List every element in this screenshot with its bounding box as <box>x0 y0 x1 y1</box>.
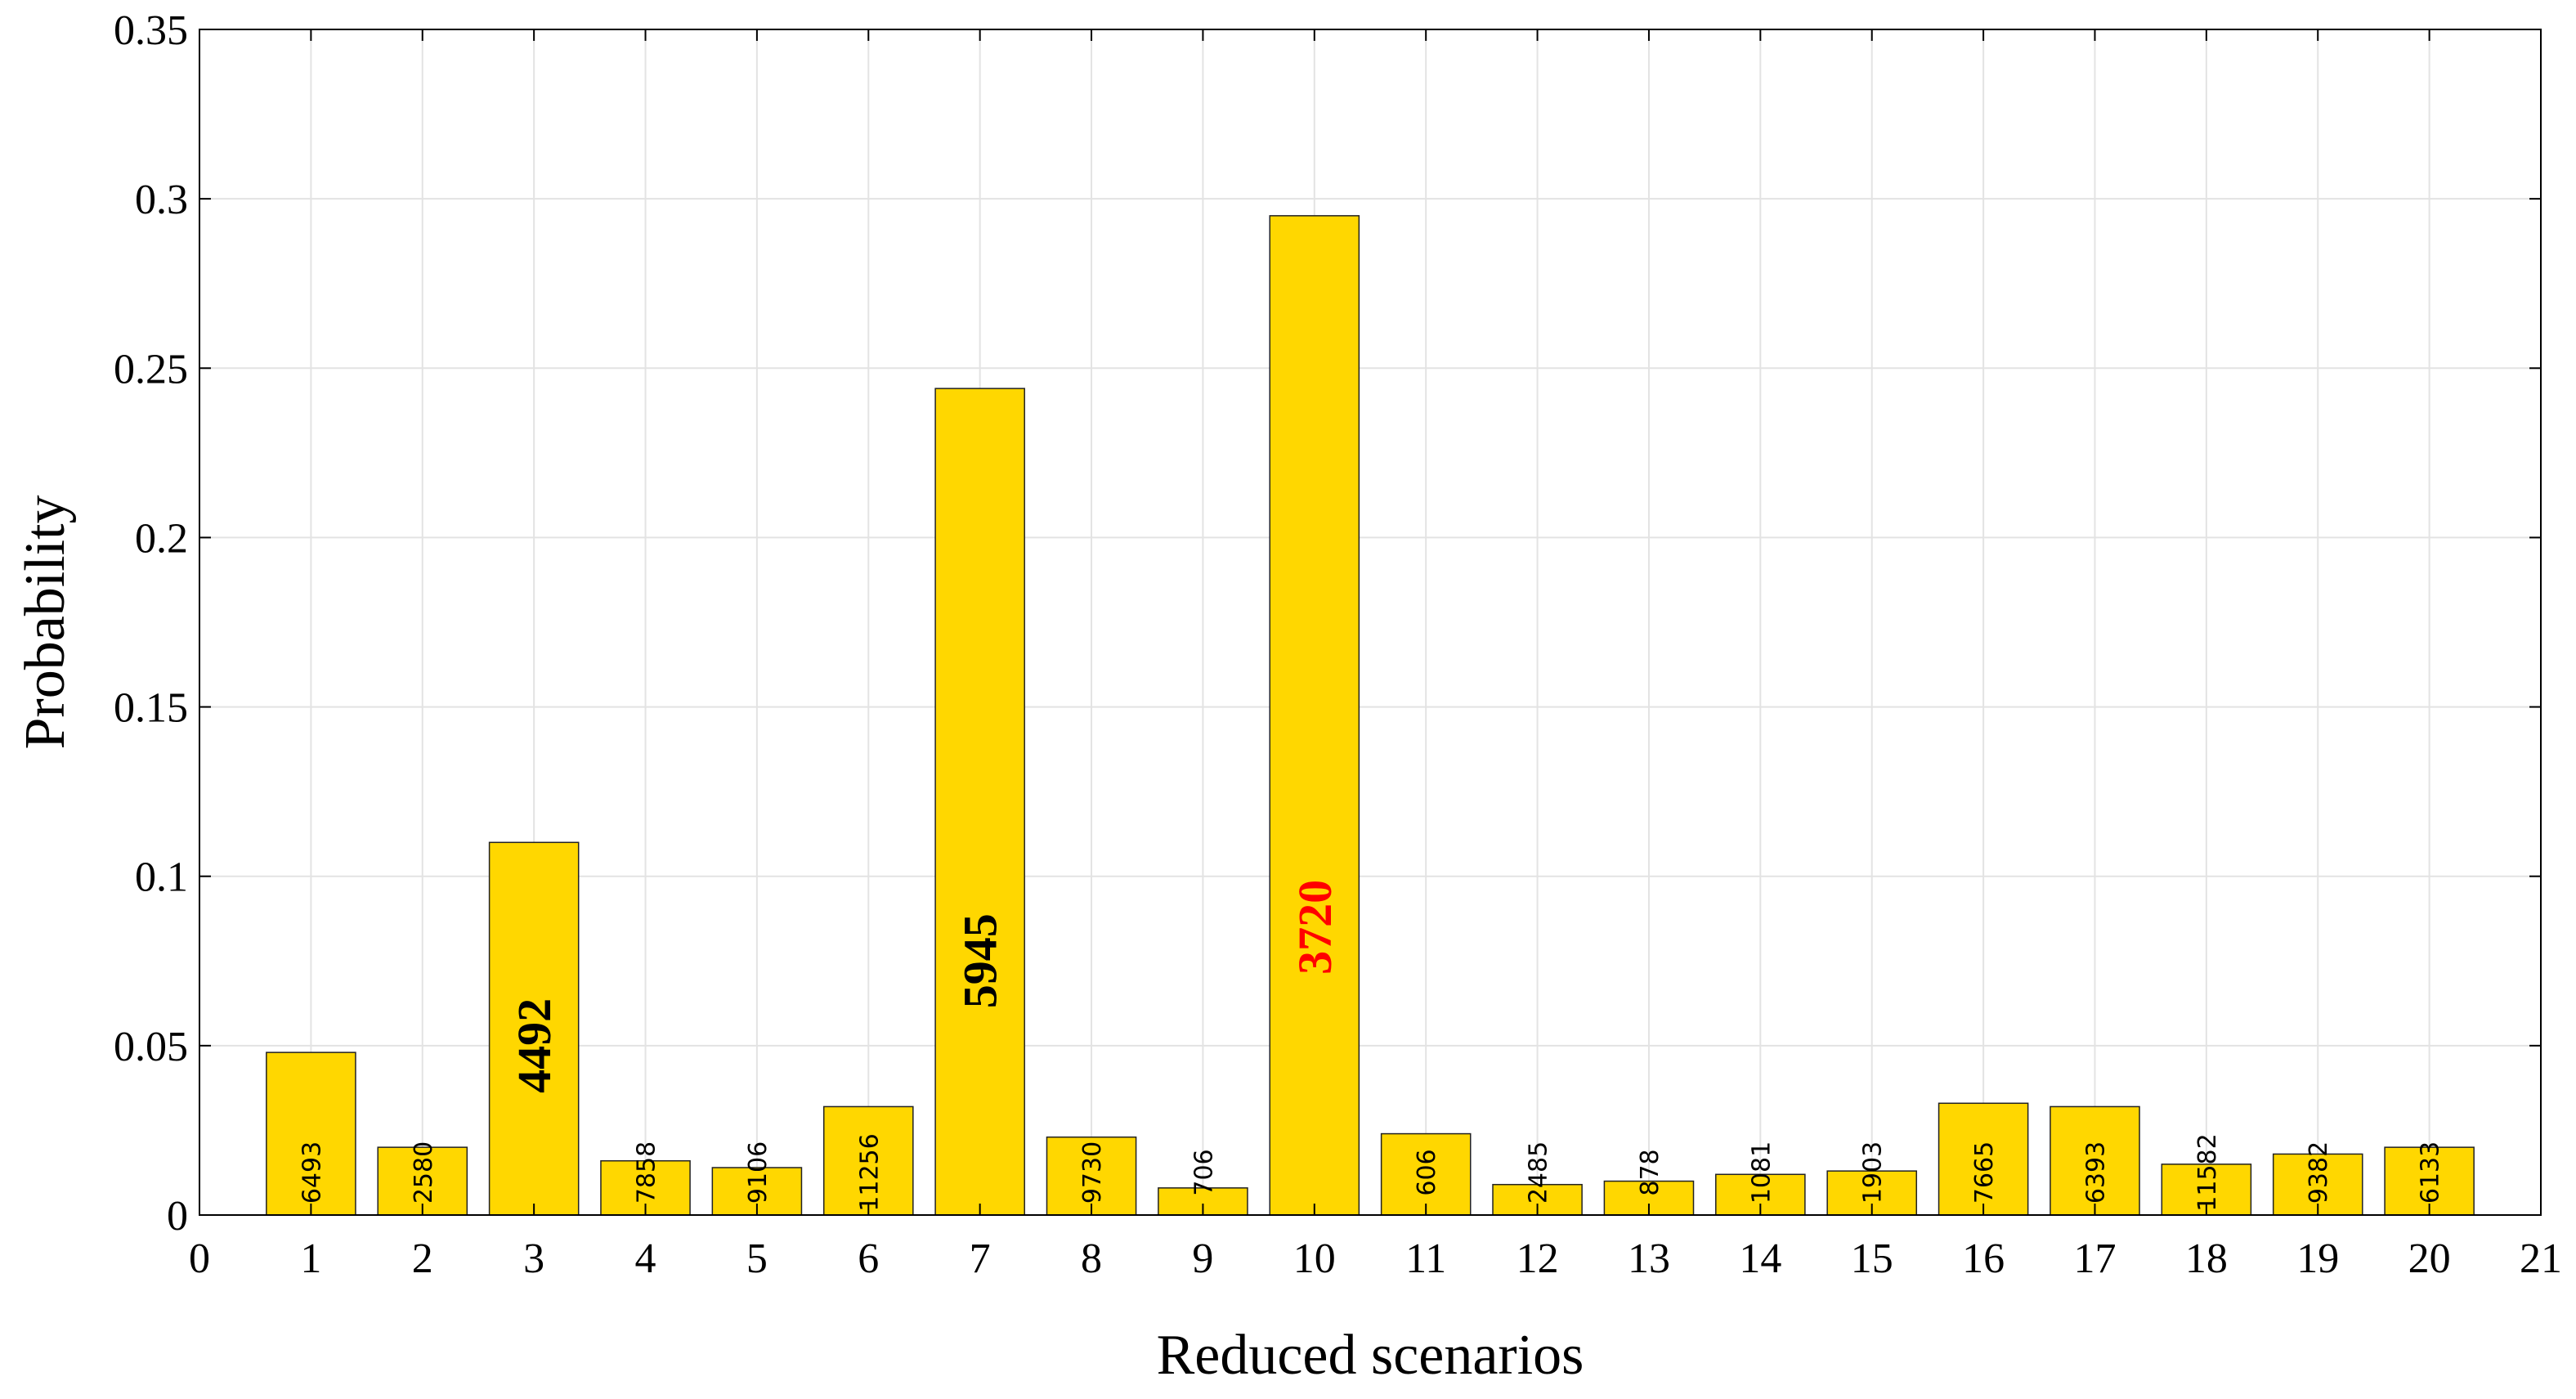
x-tick-label: 7 <box>970 1235 991 1282</box>
x-tick-label: 21 <box>2520 1235 2562 1282</box>
bar-scenario-17 <box>2050 1105 2140 1216</box>
y-tick-label: 0.1 <box>135 854 188 901</box>
bar-scenario-10 <box>1269 215 1360 1216</box>
bar-data-label: 1081 <box>1747 1141 1776 1204</box>
x-tick-label: 18 <box>2185 1235 2228 1282</box>
bar-data-label: 9106 <box>744 1141 773 1204</box>
bar-data-label: 606 <box>1413 1149 1441 1195</box>
x-tick-label: 5 <box>746 1235 768 1282</box>
bar-data-label: 6493 <box>298 1141 326 1204</box>
bar-data-label: 7858 <box>633 1141 661 1204</box>
x-tick-label: 4 <box>635 1235 656 1282</box>
bar-data-label: 2580 <box>410 1141 438 1204</box>
axes <box>199 29 2542 1216</box>
y-tick-label: 0.2 <box>135 515 188 562</box>
x-tick-label: 17 <box>2073 1235 2116 1282</box>
bar-data-label: 6133 <box>2417 1141 2445 1204</box>
bar-scenario-3 <box>488 841 580 1216</box>
bar-data-label: 11256 <box>855 1133 884 1211</box>
bar-data-label: 9382 <box>2305 1141 2333 1204</box>
y-tick-label: 0.35 <box>114 7 188 54</box>
bar-data-label: 5945 <box>954 913 1007 1008</box>
y-tick-label: 0 <box>167 1193 188 1240</box>
x-tick-label: 9 <box>1192 1235 1213 1282</box>
x-tick-label: 6 <box>858 1235 879 1282</box>
bars: 6493 2580 4492 7858 9106 11256 5945 9730 706 3720… <box>266 215 2475 1216</box>
x-tick-label: 2 <box>412 1235 433 1282</box>
bar-data-label: 2485 <box>1525 1141 1553 1204</box>
y-tick-label: 0.25 <box>114 346 188 392</box>
bar-data-label: 1903 <box>1859 1141 1888 1204</box>
bar-scenario-6 <box>822 1105 914 1216</box>
bar-data-label: 878 <box>1636 1149 1664 1195</box>
y-axis-title: Probability <box>14 495 77 749</box>
tick-labels: 0 1 2 3 4 5 6 7 8 9 10 11 12 13 14 15 16 17 18 19 20 2100.050… <box>114 7 2562 1282</box>
bar-scenario-7 <box>934 388 1025 1216</box>
bar-data-label: 11582 <box>2193 1133 2222 1211</box>
x-tick-label: 0 <box>189 1235 210 1282</box>
bar-data-label: 4492 <box>508 998 561 1093</box>
bar-data-label: 706 <box>1189 1149 1218 1195</box>
x-axis-title: Reduced scenarios <box>1157 1324 1584 1387</box>
bar-scenario-8 <box>1046 1136 1137 1216</box>
bar-data-label: 9730 <box>1078 1141 1107 1204</box>
y-tick-label: 0.3 <box>135 177 188 223</box>
bar-scenario-11 <box>1380 1132 1472 1216</box>
x-tick-label: 10 <box>1293 1235 1336 1282</box>
plot-frame <box>199 29 2542 1216</box>
x-tick-label: 15 <box>1851 1235 1893 1282</box>
plot-area <box>199 29 2541 1215</box>
x-tick-label: 14 <box>1739 1235 1781 1282</box>
grid <box>199 29 2542 1216</box>
y-tick-label: 0.05 <box>114 1024 188 1070</box>
y-tick-label: 0.15 <box>114 685 188 732</box>
x-tick-label: 11 <box>1405 1235 1446 1282</box>
bar-scenario-1 <box>266 1051 356 1216</box>
x-tick-label: 3 <box>523 1235 544 1282</box>
x-tick-label: 1 <box>300 1235 321 1282</box>
bar-data-label: 6393 <box>2081 1141 2110 1204</box>
x-tick-label: 8 <box>1081 1235 1102 1282</box>
x-tick-label: 20 <box>2408 1235 2451 1282</box>
x-tick-label: 16 <box>1962 1235 2005 1282</box>
x-tick-label: 13 <box>1628 1235 1670 1282</box>
bar-data-label: 3720 <box>1288 880 1342 975</box>
x-tick-label: 12 <box>1516 1235 1559 1282</box>
bar-data-label: 7665 <box>1970 1141 1999 1204</box>
x-tick-label: 19 <box>2296 1235 2339 1282</box>
